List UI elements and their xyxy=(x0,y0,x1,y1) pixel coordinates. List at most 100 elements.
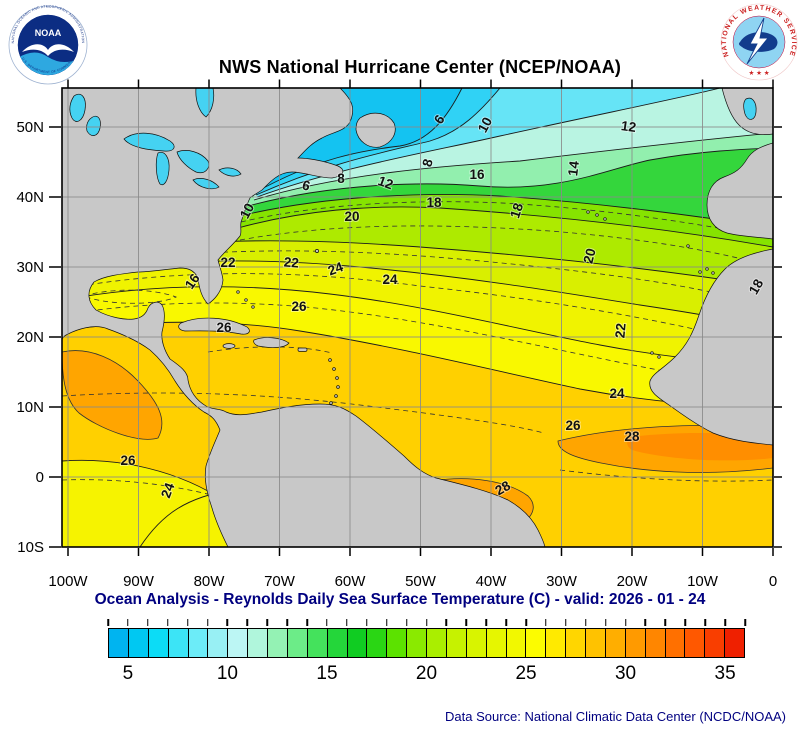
colorbar-segment xyxy=(387,629,408,657)
x-tick-label: 60W xyxy=(335,573,367,590)
colorbar-segment xyxy=(228,629,249,657)
island-dot xyxy=(586,210,590,214)
contour-label: 24 xyxy=(609,386,625,401)
colorbar-tick-label: 5 xyxy=(122,663,134,684)
colorbar-segment xyxy=(685,629,706,657)
y-tick-label: 30N xyxy=(16,259,44,276)
colorbar-tick xyxy=(346,619,348,626)
island-dot xyxy=(315,249,319,253)
nws-logo-lightning-bolt xyxy=(746,17,769,65)
iberia-france-landmass xyxy=(706,142,773,240)
colorbar-tick xyxy=(445,619,448,626)
small-islands xyxy=(236,210,715,405)
colorbar-tick xyxy=(485,619,487,626)
colorbar-tick xyxy=(624,619,627,626)
colorbar-tick xyxy=(644,619,647,626)
americas-landmass xyxy=(62,88,546,547)
colorbar-segment xyxy=(327,629,348,657)
lake-erie xyxy=(192,178,220,190)
x-tick-label: 30W xyxy=(546,573,578,590)
colorbar-tick xyxy=(545,619,547,626)
colorbar-ticks xyxy=(107,619,746,626)
contour-label: 26 xyxy=(120,453,136,468)
contour-label: 12 xyxy=(620,118,637,135)
contour-label: 16 xyxy=(469,167,485,182)
contour-label: 26 xyxy=(291,299,307,314)
colorbar-segment xyxy=(586,629,606,657)
contour-dashed xyxy=(239,225,773,268)
island-dot xyxy=(657,355,661,359)
contour-dashed xyxy=(82,289,178,304)
colorbar-segment xyxy=(526,629,547,657)
colorbar-tick xyxy=(664,619,667,626)
data-source-note: Data Source: National Climatic Data Cent… xyxy=(445,709,786,724)
colorbar-tick xyxy=(286,619,288,626)
colorbar-tick xyxy=(226,619,229,626)
lake-huron xyxy=(176,150,210,174)
contour-label: 24 xyxy=(326,259,346,278)
colorbar-segment xyxy=(506,629,527,657)
contour-dashed xyxy=(62,273,773,349)
cuba-island xyxy=(178,317,250,335)
colorbar-segment xyxy=(168,629,189,657)
contour-label: 22 xyxy=(283,254,299,270)
nws-logo: NATIONAL WEATHER SERVICE ★ ★ ★ xyxy=(720,3,798,81)
contour-12 xyxy=(253,132,773,201)
colorbar-tick-label: 10 xyxy=(216,663,239,684)
colorbar-tick xyxy=(505,619,507,626)
contour-label: 20 xyxy=(581,247,599,265)
colorbar-segment xyxy=(347,629,368,657)
colorbar-tick-label: 35 xyxy=(714,663,736,684)
colorbar-tick xyxy=(684,619,687,626)
x-tick-label: 20W xyxy=(617,573,649,590)
noaa-logo-wordmark: NOAA xyxy=(35,28,62,38)
lake-winnipeg-2 xyxy=(86,115,101,136)
colorbar-tick xyxy=(166,619,169,626)
puerto-rico-island xyxy=(297,347,308,352)
contour-label: 12 xyxy=(376,173,395,192)
colorbar-segments xyxy=(108,628,745,658)
x-axis-ticks xyxy=(67,79,774,556)
colorbar-segment xyxy=(486,629,507,657)
island-dot xyxy=(711,271,715,275)
colorbar-segment xyxy=(208,629,229,657)
contour-dashed xyxy=(240,201,773,239)
colorbar-segment xyxy=(248,629,268,657)
colorbar-tick xyxy=(465,619,468,626)
island-dot xyxy=(705,267,709,271)
lake-michigan xyxy=(155,152,170,186)
colorbar-segment xyxy=(128,629,149,657)
y-tick-label: 0 xyxy=(36,469,44,486)
colorbar-tick xyxy=(107,619,109,626)
lake-superior xyxy=(123,132,175,152)
colorbar-segment xyxy=(665,629,686,657)
colorbar-segment xyxy=(605,629,626,657)
colorbar-tick xyxy=(366,619,368,626)
lake-ontario xyxy=(218,167,242,177)
contour-label: 26 xyxy=(565,418,581,433)
colorbar-tick xyxy=(744,619,746,626)
contour-label: 14 xyxy=(565,160,582,177)
contour-dashed xyxy=(62,392,545,434)
colorbar-tick xyxy=(604,619,607,626)
noaa-logo: NOAA NATIONAL OCEANIC AND ATMOSPHERIC AD… xyxy=(8,5,88,85)
newfoundland-island xyxy=(355,112,396,148)
island-dot xyxy=(335,376,339,380)
x-tick-label: 90W xyxy=(123,573,155,590)
colorbar-tick xyxy=(147,619,149,626)
colorbar-segment xyxy=(307,629,328,657)
colorbar-tick xyxy=(186,619,189,626)
map-frame xyxy=(61,87,774,548)
x-tick-label: 100W xyxy=(48,573,88,590)
contour-label: 28 xyxy=(624,429,640,444)
colorbar-tick-label: 30 xyxy=(614,663,637,684)
ocean-band-pacific-cool xyxy=(62,460,249,547)
colorbar-tick xyxy=(246,619,249,626)
contour-label: 18 xyxy=(507,201,526,220)
island-dot xyxy=(332,367,336,371)
graticule-grid xyxy=(62,88,773,547)
colorbar-segment xyxy=(566,629,586,657)
y-axis-labels: 50N 40N 30N 20N 10N 0 10S xyxy=(16,119,44,556)
